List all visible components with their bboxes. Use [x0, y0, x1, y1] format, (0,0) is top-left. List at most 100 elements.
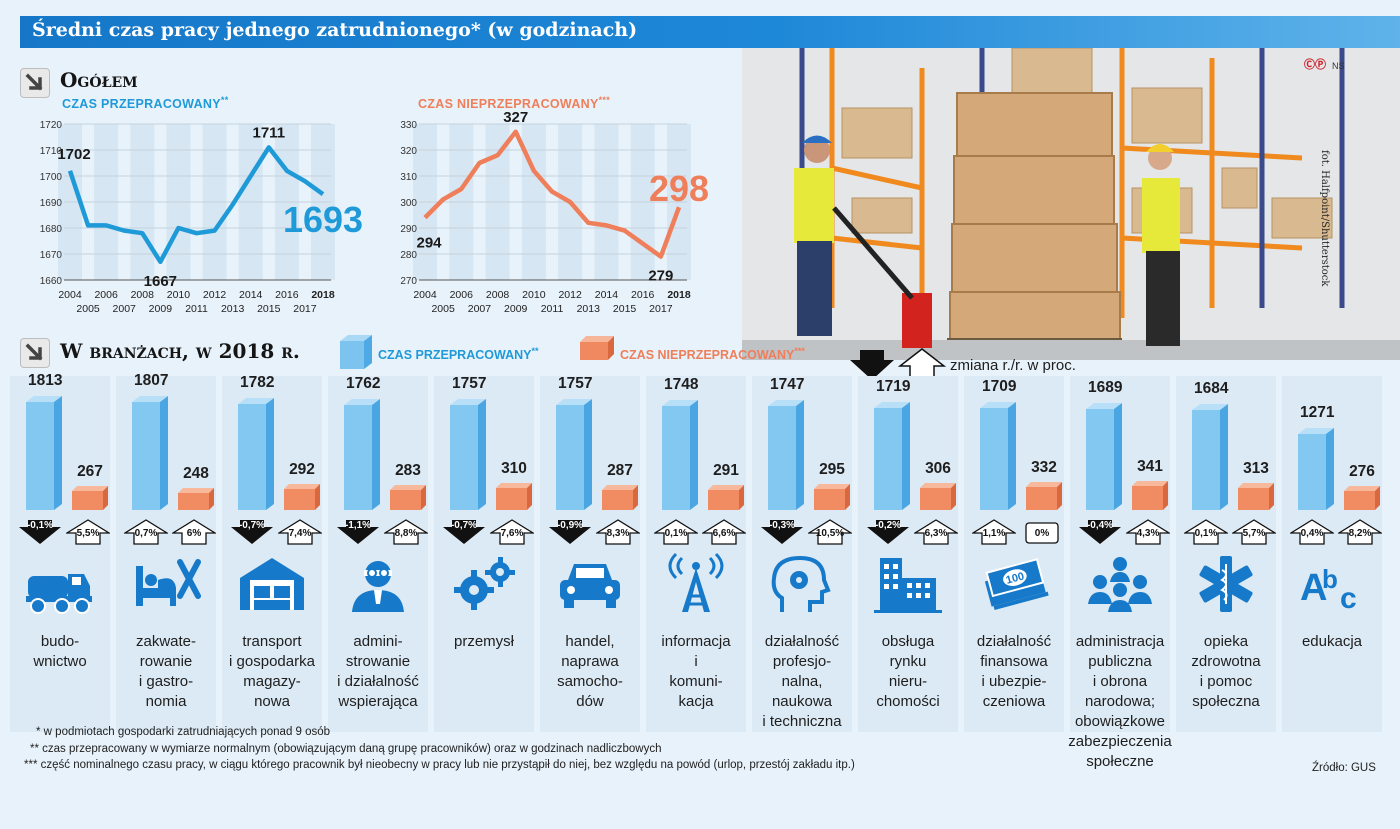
x-tick-label: 2014	[595, 289, 619, 301]
unworked-change-label: 4,3%	[1136, 528, 1160, 539]
bar-unworked	[814, 484, 850, 510]
y-tick-label: 310	[400, 172, 417, 183]
x-tick-label: 2005	[76, 303, 100, 315]
value-worked: 1684	[1194, 380, 1229, 397]
value-worked: 1747	[770, 376, 805, 393]
worked-change-label: -0,1%	[26, 520, 54, 531]
x-tick-label: 2015	[613, 303, 637, 315]
label-min: 279	[648, 268, 673, 285]
bar-worked	[874, 402, 910, 510]
copyright-logo: ⒸⓅ	[1304, 59, 1326, 71]
label-first: 294	[416, 235, 442, 252]
worked-arrow-up-icon	[1184, 519, 1228, 545]
unworked-arrow-up-icon	[1338, 519, 1382, 545]
value-unworked: 276	[1349, 463, 1375, 480]
unworked-change-label: 7,4%	[288, 528, 312, 539]
x-tick-label: 2008	[486, 289, 510, 301]
unworked-change-label: 7,6%	[500, 528, 524, 539]
series-line	[423, 129, 682, 259]
worked-chart-label: CZAS PRZEPRACOWANY	[62, 97, 221, 112]
footnote-1: * w podmiotach gospodarki zatrudniającyc…	[36, 726, 331, 738]
value-worked: 1748	[664, 376, 699, 393]
value-worked: 1757	[558, 375, 593, 392]
unworked-change-label: 6%	[186, 528, 202, 539]
industry-label: budo- wnictwo	[33, 633, 87, 670]
y-tick-label: 1670	[40, 250, 63, 261]
x-tick-label: 2016	[275, 289, 299, 301]
x-tick-label: 2010	[522, 289, 546, 301]
bar-worked	[450, 399, 486, 510]
worked-arrow-down-icon	[19, 520, 61, 544]
x-tick-label: 2018	[667, 289, 691, 301]
x-tick-label: 2017	[649, 303, 673, 315]
unworked-line-chart: 270 280 290 300 310 320 330 2004 2006 2008 2010 201…	[400, 110, 709, 315]
bar-worked	[132, 396, 168, 510]
value-unworked: 267	[77, 463, 103, 480]
worked-arrow-down-icon	[867, 520, 909, 544]
legend-unworked: CZAS NIEPRZEPRACOWANY***	[620, 346, 805, 362]
unworked-arrow-up-icon	[490, 519, 534, 545]
copyright-ns: NS	[1332, 61, 1345, 71]
worked-change-label: -1,1%	[344, 520, 372, 531]
unworked-arrow-up-icon	[808, 519, 852, 545]
legend-worked-mark: **	[531, 346, 539, 356]
value-worked: 1807	[134, 372, 169, 389]
worked-change-label: 0,1%	[664, 528, 688, 539]
value-unworked: 306	[925, 460, 951, 477]
value-worked: 1757	[452, 375, 487, 392]
legend-unworked-swatch	[580, 336, 614, 360]
x-tick-label: 2013	[577, 303, 601, 315]
photo-credit: fot. Halfpoint/Shutterstock	[1318, 150, 1332, 300]
value-worked: 1719	[876, 378, 911, 395]
value-unworked: 291	[713, 462, 739, 479]
x-tick-label: 2006	[94, 289, 118, 301]
svg-text:100: 100	[1005, 570, 1026, 586]
label-max: 1711	[253, 124, 286, 141]
industry-label: informacja i komuni- kacja	[661, 633, 731, 710]
value-unworked: 313	[1243, 460, 1269, 477]
concrete-mixer-icon	[26, 574, 92, 614]
buildings-icon	[874, 558, 942, 613]
people-group-icon	[1088, 557, 1152, 612]
label-max: 327	[503, 110, 528, 126]
y-tick-label: 290	[400, 224, 417, 235]
unworked-change-label: 6,6%	[712, 528, 736, 539]
worked-arrow-up-icon	[654, 519, 698, 545]
bar-unworked	[1132, 481, 1168, 510]
y-tick-label: 300	[400, 198, 417, 209]
industry-label: edukacja	[1301, 633, 1363, 650]
footnote-2: ** czas przepracowany w wymiarze normaln…	[30, 743, 662, 755]
value-unworked: 283	[395, 462, 421, 479]
x-tick-label: 2014	[239, 289, 263, 301]
unworked-no-change-icon	[1025, 522, 1059, 544]
footnote-3: *** część nominalnego czasu pracy, w cią…	[24, 759, 855, 771]
arrow-down-right-icon	[20, 68, 50, 98]
unworked-change-label: 5,5%	[76, 528, 100, 539]
industry-label: transport i gospodarka magazy- nowa	[229, 633, 315, 710]
bar-unworked	[72, 486, 108, 510]
arrow-down-right-icon	[20, 338, 50, 368]
legend-change: zmiana r./r. w proc.	[950, 357, 1076, 374]
x-tick-label: 2009	[149, 303, 173, 315]
worked-arrow-down-icon	[761, 520, 803, 544]
worked-arrow-up-icon	[1290, 519, 1334, 545]
industry-label: obsługa rynku nieru- chomości	[876, 633, 940, 710]
x-tick-label: 2012	[558, 289, 582, 301]
label-last: 298	[649, 168, 709, 209]
worked-chart-mark: **	[220, 95, 229, 105]
warehouse-icon	[240, 558, 304, 610]
bar-worked	[768, 400, 804, 510]
unworked-chart-mark: ***	[598, 95, 611, 105]
bar-unworked	[1238, 483, 1274, 510]
bar-worked	[980, 402, 1016, 510]
worked-arrow-down-icon	[337, 520, 379, 544]
worked-arrow-down-icon	[1079, 520, 1121, 544]
x-tick-label: 2018	[311, 289, 335, 301]
unworked-change-label: 0%	[1034, 528, 1050, 539]
y-tick-label: 1700	[40, 172, 63, 183]
x-tick-label: 2006	[450, 289, 474, 301]
worked-change-label: 1,1%	[982, 528, 1006, 539]
worked-change-label: -0,7%	[238, 520, 266, 531]
warehouse-photo	[742, 48, 1400, 360]
bar-unworked	[178, 488, 214, 510]
